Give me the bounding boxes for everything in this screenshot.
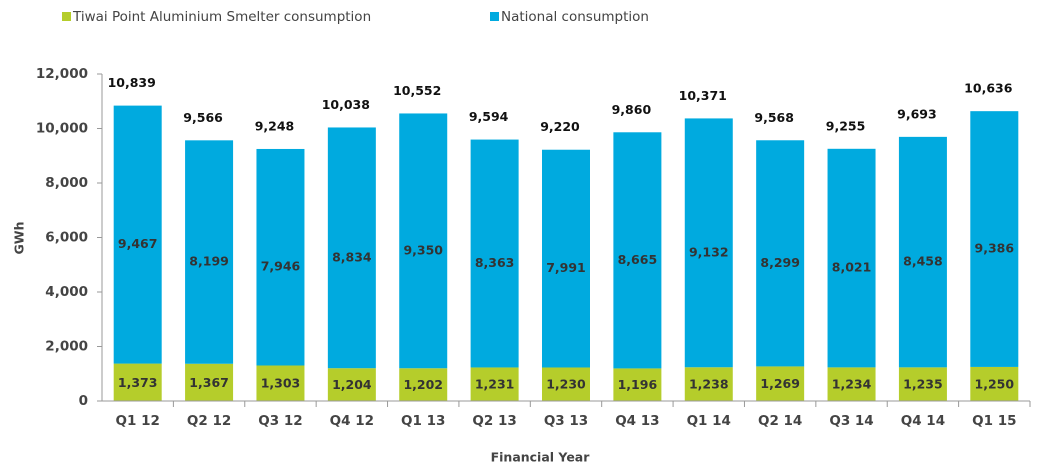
total-label: 10,636 bbox=[964, 81, 1013, 96]
bar-segment bbox=[113, 363, 162, 401]
legend-swatch bbox=[490, 12, 499, 21]
bar-segment bbox=[613, 132, 662, 369]
bar-segment bbox=[684, 367, 733, 401]
data-label: 1,234 bbox=[832, 377, 872, 392]
data-label: 1,269 bbox=[760, 376, 800, 391]
data-label: 1,202 bbox=[403, 377, 443, 392]
total-label: 9,220 bbox=[540, 119, 580, 134]
x-tick-label: Q2 13 bbox=[472, 413, 516, 429]
y-tick-label: 10,000 bbox=[36, 121, 88, 137]
bar-segment bbox=[613, 368, 662, 401]
data-label: 1,196 bbox=[618, 377, 658, 392]
bar-segment bbox=[970, 366, 1019, 401]
bar-segment bbox=[256, 365, 305, 401]
bar-segment bbox=[399, 113, 448, 369]
data-label: 1,230 bbox=[546, 377, 586, 392]
data-label: 1,367 bbox=[189, 375, 229, 390]
y-axis-label: GWh bbox=[12, 222, 27, 255]
bar-segment bbox=[399, 368, 448, 401]
bar-segment bbox=[327, 368, 376, 401]
data-label: 7,991 bbox=[546, 260, 586, 275]
total-label: 9,693 bbox=[897, 106, 937, 121]
bar-segment bbox=[185, 140, 234, 364]
legend-label: National consumption bbox=[501, 9, 649, 25]
x-tick-label: Q3 12 bbox=[258, 413, 302, 429]
y-tick-label: 12,000 bbox=[36, 66, 88, 82]
y-tick-label: 6,000 bbox=[45, 230, 88, 246]
bar-segment bbox=[256, 148, 305, 366]
bar-segment bbox=[970, 111, 1019, 367]
y-tick-label: 4,000 bbox=[45, 284, 88, 300]
x-tick-label: Q1 15 bbox=[972, 413, 1016, 429]
x-tick-label: Q1 12 bbox=[116, 413, 160, 429]
x-tick-label: Q1 13 bbox=[401, 413, 445, 429]
legend-swatch bbox=[62, 12, 71, 21]
data-label: 1,250 bbox=[975, 376, 1015, 391]
y-tick-label: 0 bbox=[79, 393, 88, 409]
x-tick-label: Q4 13 bbox=[615, 413, 659, 429]
total-label: 10,839 bbox=[108, 75, 156, 90]
data-label: 8,665 bbox=[618, 252, 658, 267]
total-label: 9,860 bbox=[612, 102, 652, 117]
bar-segment bbox=[756, 140, 805, 367]
bar-segment bbox=[542, 149, 590, 368]
total-label: 9,566 bbox=[183, 110, 223, 125]
data-label: 7,946 bbox=[261, 259, 301, 274]
bar-segment bbox=[827, 367, 876, 401]
bar-segment bbox=[327, 127, 376, 369]
data-label: 8,299 bbox=[760, 255, 800, 270]
data-label: 8,458 bbox=[903, 254, 943, 269]
data-label: 8,363 bbox=[475, 255, 515, 270]
total-label: 9,568 bbox=[754, 110, 794, 125]
bar-segment bbox=[542, 367, 590, 401]
bar-segment bbox=[470, 139, 519, 368]
data-label: 8,021 bbox=[832, 260, 872, 275]
total-label: 9,248 bbox=[255, 118, 295, 133]
bar-segment bbox=[470, 367, 519, 401]
total-label: 10,552 bbox=[393, 83, 441, 98]
y-tick-label: 2,000 bbox=[45, 339, 88, 355]
bar-segment bbox=[113, 105, 162, 364]
x-tick-label: Q3 14 bbox=[829, 413, 873, 429]
x-tick-label: Q4 12 bbox=[330, 413, 374, 429]
data-label: 1,303 bbox=[261, 376, 301, 391]
data-label: 1,204 bbox=[332, 377, 372, 392]
x-tick-label: Q1 14 bbox=[687, 413, 731, 429]
bar-segment bbox=[756, 366, 805, 401]
data-label: 1,235 bbox=[903, 377, 943, 392]
data-label: 9,386 bbox=[975, 241, 1015, 256]
data-label: 1,373 bbox=[118, 375, 158, 390]
data-label: 1,238 bbox=[689, 377, 729, 392]
legend-label: Tiwai Point Aluminium Smelter consumptio… bbox=[72, 9, 371, 25]
bar-segment bbox=[898, 367, 947, 401]
data-label: 9,132 bbox=[689, 244, 729, 259]
y-tick-label: 8,000 bbox=[45, 175, 88, 191]
x-axis-label: Financial Year bbox=[491, 450, 591, 465]
total-label: 10,038 bbox=[322, 97, 370, 112]
bar-segment bbox=[898, 136, 947, 368]
x-tick-label: Q4 14 bbox=[901, 413, 945, 429]
data-label: 8,834 bbox=[332, 249, 372, 264]
x-tick-label: Q3 13 bbox=[544, 413, 588, 429]
data-label: 9,467 bbox=[118, 236, 158, 251]
bar-segment bbox=[185, 363, 234, 401]
x-tick-label: Q2 14 bbox=[758, 413, 802, 429]
bar-segment bbox=[684, 118, 733, 368]
data-label: 9,350 bbox=[403, 242, 443, 257]
total-label: 9,255 bbox=[826, 118, 866, 133]
total-label: 9,594 bbox=[469, 109, 509, 124]
data-label: 8,199 bbox=[189, 254, 229, 269]
data-label: 1,231 bbox=[475, 377, 515, 392]
x-tick-label: Q2 12 bbox=[187, 413, 231, 429]
total-label: 10,371 bbox=[679, 88, 727, 103]
bar-segment bbox=[827, 148, 876, 368]
